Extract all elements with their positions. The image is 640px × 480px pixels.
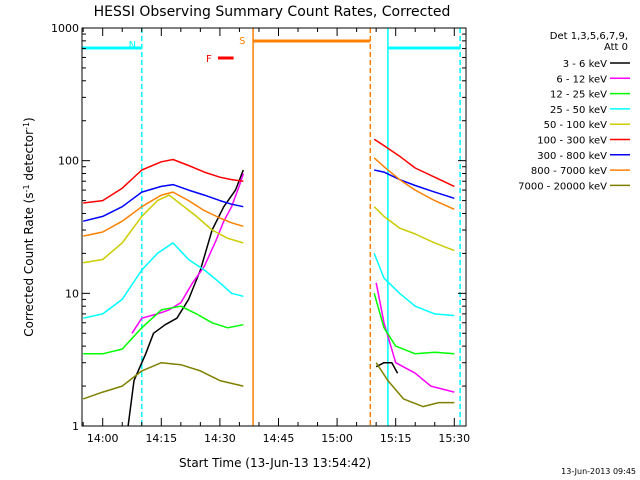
chart-title: HESSI Observing Summary Count Rates, Cor… [94, 4, 451, 20]
y-label-suffix: ) [22, 117, 36, 122]
series-line [83, 158, 244, 204]
legend-entry-label: 3 - 6 keV [563, 59, 607, 70]
series-line [82, 361, 244, 400]
series-line [373, 293, 455, 355]
legend-entry-label: 7000 - 20000 keV [518, 181, 607, 192]
legend-entry-label: 50 - 100 keV [544, 120, 608, 131]
legend-entry-label: 100 - 300 keV [537, 136, 607, 147]
x-tick-label: 15:00 [321, 432, 353, 445]
plot-frame [81, 27, 467, 427]
series-line [375, 282, 455, 393]
x-tick-label: 14:00 [87, 432, 119, 445]
series-line [131, 173, 245, 334]
x-tick-label: 14:45 [263, 432, 295, 445]
x-axis-label: Start Time (13-Jun-13 13:54:42) [179, 456, 371, 470]
series-line [127, 169, 244, 427]
night-bar-label: N [129, 40, 136, 51]
series-line [374, 169, 455, 200]
x-tick-label: 14:30 [204, 432, 236, 445]
series-line [83, 305, 244, 355]
y-tick-label: 10 [65, 287, 79, 300]
series-layer [82, 138, 455, 427]
series-line [373, 138, 455, 188]
series-line [83, 194, 244, 264]
legend-header: Det 1,3,5,6,7,9, [550, 31, 628, 42]
x-tick-label: 14:15 [145, 432, 177, 445]
legend-entry-label: 25 - 50 keV [550, 105, 607, 116]
annotation-bars: N S F [82, 36, 461, 65]
footer-date: 13-Jun-2013 09:45 [561, 467, 636, 476]
series-line [373, 157, 455, 210]
series-line [83, 183, 244, 222]
y-label-exp1: -1 [22, 184, 31, 192]
series-line [375, 361, 399, 374]
y-axis: 1 10 100 1000 [51, 22, 466, 433]
legend-entry-label: 800 - 7000 keV [531, 166, 607, 177]
legend-entry-label: 12 - 25 keV [550, 90, 607, 101]
y-label-mid: detector [22, 130, 36, 185]
y-label-exp2: -1 [22, 122, 31, 130]
flare-marker-label: F [206, 54, 212, 65]
saa-bar-label: S [239, 36, 245, 47]
vertical-marker-lines [141, 28, 461, 426]
y-axis-label: Corrected Count Rate (s-1 detector-1) [22, 117, 37, 336]
x-tick-label: 15:15 [380, 432, 412, 445]
series-line [373, 253, 455, 317]
series-line [83, 242, 244, 319]
x-tick-label: 15:30 [438, 432, 470, 445]
x-axis: 14:00 14:15 14:30 14:45 15:00 15:15 15:30 [82, 28, 470, 445]
series-line [375, 362, 455, 408]
y-tick-label: 1 [72, 420, 79, 433]
legend-entry-label: 6 - 12 keV [556, 74, 607, 85]
y-tick-label: 100 [58, 155, 79, 168]
y-tick-label: 1000 [51, 22, 79, 35]
legend: Det 1,3,5,6,7,9,Att 0 3 - 6 keV 6 - 12 keV… [518, 31, 630, 192]
legend-header: Att 0 [604, 42, 628, 53]
series-line [83, 191, 244, 237]
series-line [373, 206, 455, 252]
legend-entry-label: 300 - 800 keV [537, 151, 607, 162]
y-label-prefix: Corrected Count Rate (s [22, 192, 36, 336]
